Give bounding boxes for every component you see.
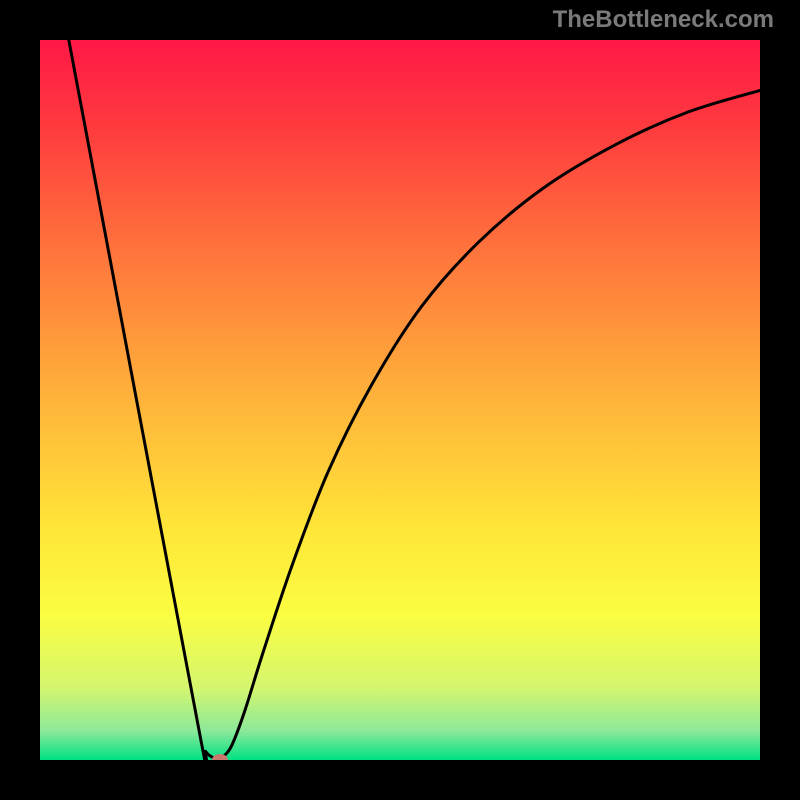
plot-svg xyxy=(40,40,760,760)
chart-stage: TheBottleneck.com xyxy=(0,0,800,800)
watermark-text: TheBottleneck.com xyxy=(553,6,774,34)
plot-area xyxy=(40,40,760,760)
gradient-background xyxy=(40,40,760,760)
